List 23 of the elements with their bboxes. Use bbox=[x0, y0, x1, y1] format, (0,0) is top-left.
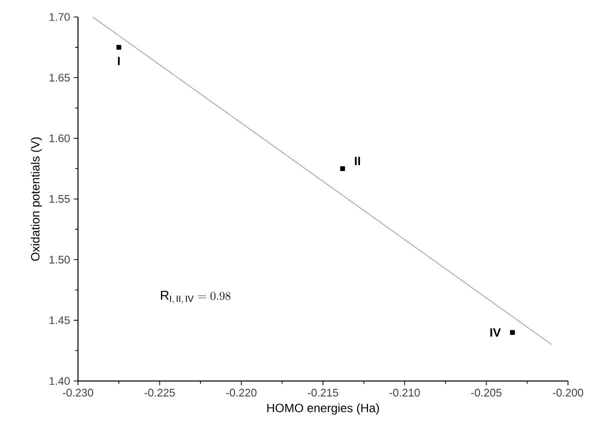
x-axis-title: HOMO energies (Ha) bbox=[267, 403, 379, 415]
y-tick-label: 1.60 bbox=[50, 134, 70, 142]
y-tick-label: 1.40 bbox=[50, 377, 70, 385]
x-tick-label: -0.210 bbox=[390, 388, 420, 397]
y-axis-title: Oxidation potentials (V) bbox=[30, 137, 42, 261]
annotation: IV bbox=[490, 328, 501, 337]
x-tick-label: -0.225 bbox=[144, 388, 175, 397]
annotation: I bbox=[118, 56, 120, 66]
point bbox=[510, 330, 515, 335]
point bbox=[116, 44, 122, 50]
annotation: II bbox=[354, 156, 360, 166]
x-tick-label: -0.230 bbox=[62, 388, 94, 397]
annotation: $\mathrm{R}_{\mathrm{I,\,II,\,IV}} = 0.98$ bbox=[161, 290, 230, 304]
x-tick-label: -0.215 bbox=[308, 388, 338, 397]
y-tick-label: 1.70 bbox=[50, 13, 70, 21]
x-tick-label: -0.200 bbox=[552, 388, 584, 397]
x-tick-label: -0.205 bbox=[471, 388, 502, 397]
y-tick-label: 1.50 bbox=[50, 256, 70, 264]
x-tick-label: -0.220 bbox=[226, 388, 256, 397]
point bbox=[340, 166, 345, 172]
y-tick-label: 1.55 bbox=[50, 195, 70, 203]
y-tick-label: 1.65 bbox=[50, 74, 70, 82]
y-tick-label: 1.45 bbox=[50, 316, 70, 324]
